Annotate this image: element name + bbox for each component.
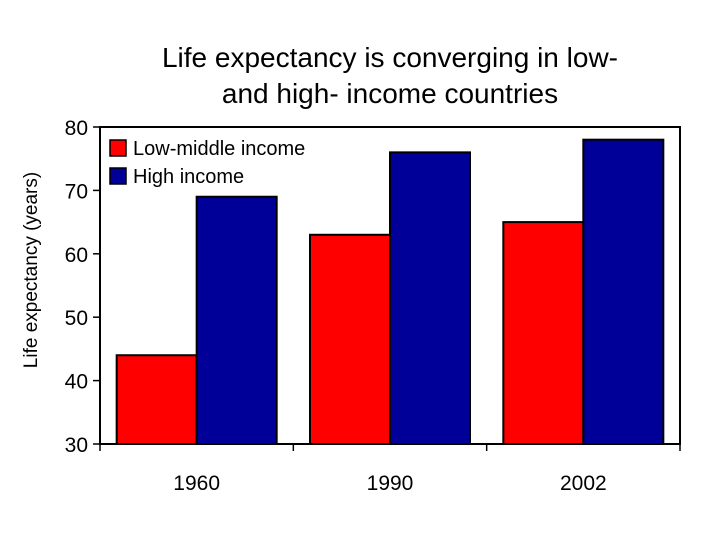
bar-high-income-1990 [389,151,471,446]
legend-label-high-income: High income [133,166,244,188]
y-tick-label-50: 50 [65,307,88,330]
chart-title-line-2: and high- income countries [221,78,559,109]
y-tick-label-30: 30 [65,434,88,457]
x-tick-label-1960: 1960 [173,472,220,495]
y-tick-label-80: 80 [65,117,88,140]
y-tick-label-40: 40 [65,371,88,394]
x-tick-label-2002: 2002 [560,472,607,495]
bar-high-income-2002 [582,138,665,445]
bar-low-middle-income-2002 [502,221,585,445]
legend-label-low-middle-income: Low-middle income [133,138,305,160]
bar-low-middle-income-1990 [309,233,391,445]
legend-swatch-high-income [109,167,127,185]
chart-title: Life expectancy is converging in low- an… [90,40,690,112]
x-tick-label-1990: 1990 [367,472,414,495]
chart-title-line-1: Life expectancy is converging in low- [161,42,618,73]
legend-swatch-low-middle-income [109,139,127,157]
y-tick-label-70: 70 [65,180,88,203]
bar-high-income-1960 [195,195,278,445]
bar-low-middle-income-1960 [115,354,198,445]
y-tick-label-60: 60 [65,244,88,267]
